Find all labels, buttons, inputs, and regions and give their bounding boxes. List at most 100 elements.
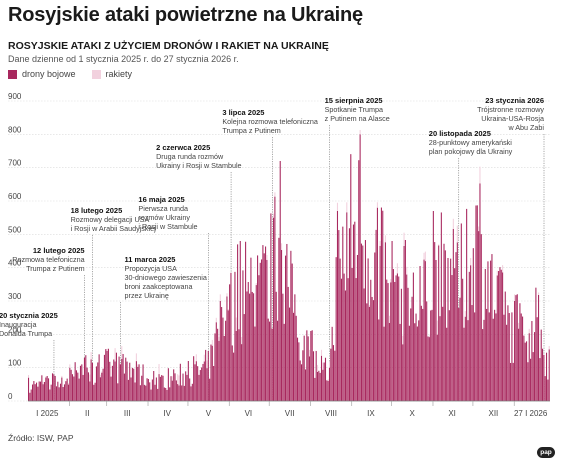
bar-drones-2025-06-06 (235, 330, 237, 401)
bar-drones-2025-11-23 (462, 278, 464, 401)
bar-drones-2025-07-12 (283, 323, 285, 401)
bar-drones-2025-02-28 (105, 349, 107, 401)
bar-drones-2025-02-11 (82, 374, 84, 401)
bar-missiles-2025-01-26 (61, 375, 63, 378)
annotation-date: 23 stycznia 2026 (485, 96, 544, 105)
bar-drones-2025-08-14 (327, 380, 329, 401)
bar-drones-2025-09-11 (364, 240, 366, 401)
bar-drones-2025-05-30 (226, 296, 228, 401)
bar-drones-2025-05-19 (211, 345, 213, 401)
bar-drones-2025-10-26 (424, 261, 426, 401)
bar-drones-2026-01-20 (539, 358, 541, 401)
bar-missiles-2025-11-04 (436, 320, 438, 335)
bar-missiles-2025-11-25 (464, 311, 466, 317)
bar-drones-2025-11-27 (467, 320, 469, 401)
bar-drones-2025-07-28 (304, 369, 307, 401)
bar-missiles-2025-05-24 (218, 336, 220, 341)
bar-drones-2025-08-13 (326, 380, 328, 401)
bar-drones-2025-07-03 (271, 328, 273, 401)
bar-drones-2025-09-02 (352, 224, 354, 401)
bar-drones-2025-01-28 (63, 384, 66, 401)
bar-drones-2025-06-09 (239, 241, 241, 401)
bar-drones-2025-03-31 (146, 378, 148, 401)
bar-drones-2025-11-14 (450, 258, 452, 401)
bar-drones-2025-09-15 (370, 279, 372, 401)
bar-missiles-2025-09-26 (384, 235, 386, 243)
pap-logo: pap (537, 447, 555, 458)
bar-drones-2025-06-26 (262, 245, 264, 401)
bar-drones-2025-07-05 (274, 196, 276, 401)
y-tick-label: 300 (8, 292, 22, 301)
legend-label-drones: drony bojowe (22, 69, 76, 79)
bar-drones-2025-11-12 (447, 257, 449, 401)
bar-drones-2026-01-27 (548, 349, 550, 401)
chart-title: Rosyjskie ataki powietrzne na Ukrainę (8, 4, 363, 26)
bar-drones-2026-01-11 (527, 362, 529, 401)
bar-missiles-2025-05-13 (203, 354, 205, 362)
bar-drones-2025-03-23 (135, 361, 137, 401)
bar-drones-2025-07-17 (290, 250, 292, 401)
bar-drones-2026-01-08 (523, 335, 525, 401)
bar-missiles-2025-08-09 (320, 349, 323, 356)
bar-drones-2025-11-15 (451, 275, 453, 401)
bar-drones-2025-04-13 (163, 387, 165, 401)
bar-drones-2025-08-10 (322, 369, 324, 401)
bar-drones-2025-01-08 (37, 386, 39, 401)
bar-drones-2025-07-01 (269, 321, 271, 401)
annotation-text: w Abu Zabi (507, 123, 544, 132)
bar-drones-2025-08-06 (316, 371, 319, 401)
bar-drones-2025-03-30 (145, 385, 147, 401)
bar-drones-2025-12-01 (472, 248, 474, 401)
bar-drones-2025-12-27 (507, 305, 509, 401)
bars (28, 130, 550, 402)
x-tick-label: II (85, 409, 89, 418)
bar-drones-2025-08-15 (328, 367, 331, 401)
bar-drones-2025-04-06 (154, 384, 156, 401)
bar-drones-2025-10-22 (419, 266, 421, 401)
bar-drones-2025-04-19 (171, 380, 173, 401)
bar-drones-2025-05-24 (218, 340, 220, 401)
bar-missiles-2025-02-16 (89, 374, 91, 382)
bar-drones-2025-10-05 (396, 273, 398, 401)
bar-drones-2025-04-05 (153, 371, 155, 401)
bar-drones-2025-11-02 (434, 242, 436, 401)
bar-drones-2025-07-18 (291, 263, 293, 401)
bar-drones-2025-08-29 (347, 278, 349, 401)
bar-missiles-2025-01-14 (45, 376, 47, 378)
bar-missiles-2025-09-22 (379, 240, 381, 246)
bar-drones-2025-01-22 (55, 386, 58, 401)
bar-drones-2025-07-31 (308, 356, 311, 401)
bar-drones-2025-11-13 (448, 310, 450, 401)
bar-drones-2025-12-13 (488, 312, 490, 401)
bar-drones-2025-05-25 (219, 301, 221, 401)
bar-drones-2025-06-01 (229, 284, 231, 401)
bar-missiles-2025-01-31 (67, 383, 70, 385)
bar-drones-2025-12-30 (511, 312, 513, 401)
bar-drones-2025-06-27 (263, 253, 265, 401)
bar-drones-2025-01-19 (51, 373, 54, 401)
bar-missiles-2025-09-07 (359, 130, 361, 135)
bar-drones-2025-01-23 (57, 381, 59, 401)
bar-drones-2025-11-04 (436, 334, 438, 401)
bar-drones-2025-09-22 (379, 245, 381, 401)
bar-drones-2025-03-28 (142, 364, 144, 401)
bar-drones-2026-01-09 (524, 342, 526, 401)
bar-drones-2025-11-29 (470, 265, 472, 401)
bar-drones-2025-09-19 (375, 229, 377, 401)
annotation-date: 3 lipca 2025 (222, 108, 264, 117)
bar-missiles-2025-02-25 (101, 371, 103, 373)
annotation-date: 16 maja 2025 (138, 195, 184, 204)
bar-drones-2025-01-15 (46, 376, 48, 401)
y-tick-label: 200 (8, 325, 22, 334)
bar-drones-2025-06-25 (261, 259, 263, 401)
bar-drones-2025-10-04 (395, 275, 397, 401)
bar-missiles-2026-01-01 (514, 294, 516, 301)
bar-drones-2025-07-30 (307, 336, 309, 401)
x-tick-label: VII (285, 409, 295, 418)
bar-drones-2025-08-16 (330, 348, 332, 401)
bar-drones-2025-12-11 (486, 308, 488, 401)
bar-drones-2025-11-28 (468, 271, 470, 401)
y-tick-label: 800 (8, 125, 22, 134)
bar-drones-2025-03-19 (130, 377, 132, 401)
bar-drones-2025-12-16 (492, 318, 494, 401)
